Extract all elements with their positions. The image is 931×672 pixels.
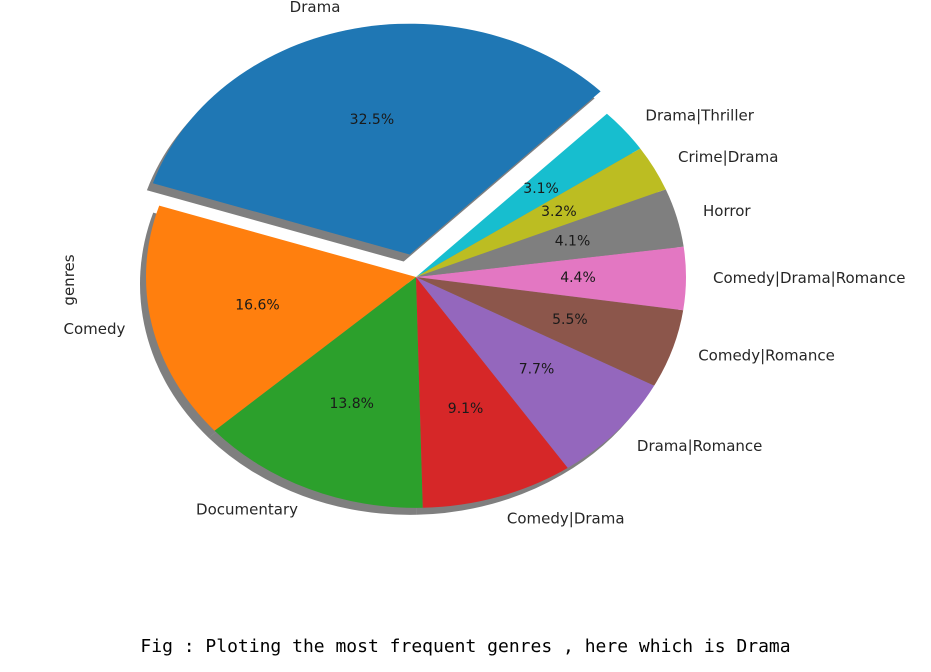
category-labels: Drama Comedy Documentary Comedy|Drama Drama|…	[64, 0, 906, 527]
slice-comedy-romance	[416, 277, 684, 386]
slice-comedy-drama	[416, 277, 568, 508]
category-label-drama-thriller: Drama|Thriller	[645, 106, 754, 124]
category-label-comedy-drama-romance: Comedy|Drama|Romance	[713, 269, 905, 287]
category-label-drama: Drama	[290, 0, 341, 16]
slice-drama-romance	[416, 277, 655, 468]
percent-label-comedy-romance: 5.5%	[552, 312, 588, 328]
percent-label-documentary: 13.8%	[329, 396, 373, 412]
category-label-crime-drama: Crime|Drama	[678, 148, 778, 166]
category-label-documentary: Documentary	[196, 501, 298, 519]
percent-label-comedy: 16.6%	[235, 298, 279, 314]
slice-documentary	[214, 277, 423, 508]
slice-crime-drama	[416, 148, 666, 277]
percent-label-horror: 4.1%	[555, 233, 591, 249]
percent-label-drama-romance: 7.7%	[519, 362, 555, 378]
pie-slices	[145, 23, 686, 508]
category-label-comedy: Comedy	[64, 320, 126, 338]
percent-label-crime-drama: 3.2%	[541, 204, 577, 220]
percent-label-comedy-drama: 9.1%	[448, 401, 484, 417]
slice-drama	[152, 23, 601, 255]
y-axis-label: genres	[60, 254, 78, 305]
slice-comedy	[145, 205, 416, 431]
category-label-comedy-drama: Comedy|Drama	[507, 509, 625, 527]
category-label-drama-romance: Drama|Romance	[637, 437, 762, 455]
figure-caption: Fig : Ploting the most frequent genres ,…	[140, 636, 791, 657]
percent-labels: 32.5% 16.6% 13.8% 9.1% 7.7% 5.5% 4.4% 4.1% 3.2% 3…	[235, 112, 596, 417]
pie-chart: 32.5% 16.6% 13.8% 9.1% 7.7% 5.5% 4.4% 4.1% 3.2% 3…	[60, 0, 906, 527]
slice-comedy-drama-romance	[416, 246, 686, 311]
percent-label-comedy-drama-romance: 4.4%	[560, 270, 596, 286]
percent-label-drama: 32.5%	[350, 112, 394, 128]
category-label-comedy-romance: Comedy|Romance	[698, 347, 835, 365]
percent-label-drama-thriller: 3.1%	[523, 181, 559, 197]
slice-drama-thriller	[416, 113, 641, 277]
slice-horror	[416, 189, 684, 277]
category-label-horror: Horror	[703, 202, 751, 220]
